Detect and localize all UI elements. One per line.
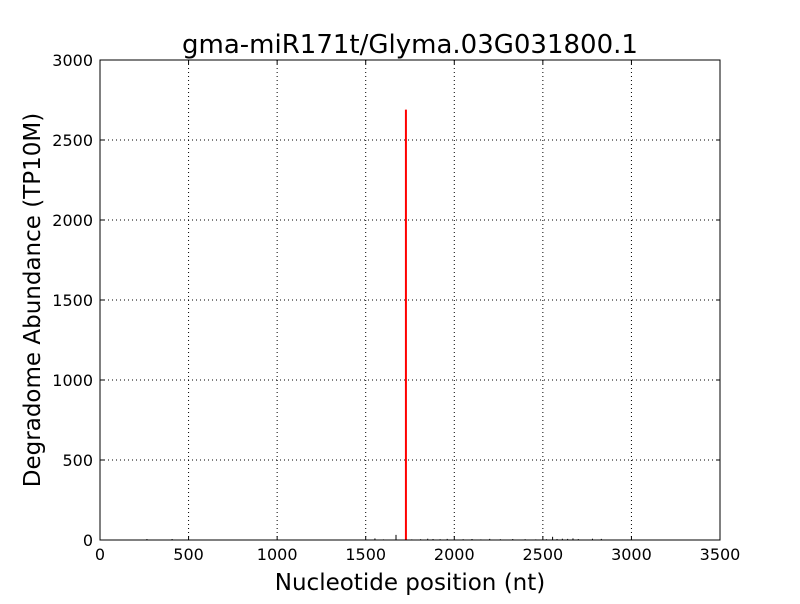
x-tick-label: 0 bbox=[95, 545, 105, 564]
y-tick-label: 0 bbox=[83, 531, 93, 550]
y-tick-label: 1000 bbox=[52, 371, 93, 390]
x-tick-label: 3500 bbox=[700, 545, 741, 564]
x-tick-label: 1500 bbox=[345, 545, 386, 564]
grid bbox=[100, 60, 720, 540]
y-tick-label: 1500 bbox=[52, 291, 93, 310]
x-tick-label: 2000 bbox=[434, 545, 475, 564]
y-tick-label: 2500 bbox=[52, 131, 93, 150]
x-axis-label: Nucleotide position (nt) bbox=[275, 570, 545, 596]
x-tick-label: 500 bbox=[173, 545, 204, 564]
y-axis-label: Degradome Abundance (TP10M) bbox=[20, 113, 46, 487]
x-tick-label: 2500 bbox=[522, 545, 563, 564]
x-tick-label: 3000 bbox=[611, 545, 652, 564]
x-tick-label: 1000 bbox=[257, 545, 298, 564]
chart-title: gma-miR171t/Glyma.03G031800.1 bbox=[182, 30, 638, 60]
ticks: 0 500 1000 1500 2000 2500 3000 3500 0 500 1000 1500… bbox=[52, 51, 740, 564]
y-tick-label: 500 bbox=[62, 451, 93, 470]
y-tick-label: 2000 bbox=[52, 211, 93, 230]
y-tick-label: 3000 bbox=[52, 51, 93, 70]
bars bbox=[146, 109, 615, 540]
